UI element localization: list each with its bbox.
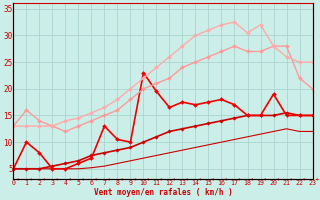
X-axis label: Vent moyen/en rafales ( km/h ): Vent moyen/en rafales ( km/h ): [93, 188, 232, 197]
